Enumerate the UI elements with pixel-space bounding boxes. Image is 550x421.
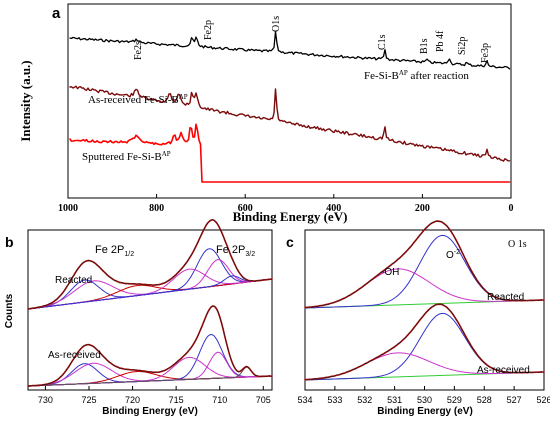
b-x-tick-label-3: 715 [169, 395, 184, 405]
c-reacted-raw-line [304, 220, 545, 309]
annotation-fe-2p-3-2: Fe 2P3/2 [216, 244, 255, 258]
b-x-tick-label-1: 725 [81, 395, 96, 405]
label-b-as-received: As-received [48, 350, 101, 361]
peak-label-b1s: B1s [419, 38, 430, 54]
panel-c: c 534 533 532 531 530 529 528 527 526 Binding En… [286, 220, 550, 417]
peak-label-si2p: Si2p [457, 37, 468, 55]
peak-label-c1s: C1s [377, 34, 388, 50]
panel-a-letter: a [52, 5, 61, 22]
panel-a: a 1000 800 600 400 200 0 Intensity (a.u.) Bin… [18, 3, 514, 224]
peak-label-pb4f: Pb 4f [435, 30, 446, 52]
panel-c-letter: c [286, 234, 294, 250]
panel-c-x-ticks: 534 533 532 531 530 529 528 527 526 [297, 386, 550, 405]
panel-b-x-label: Binding Energy (eV) [102, 406, 198, 417]
c-x-tick-label-0: 534 [297, 395, 312, 405]
b-asreceived-component-6-line [27, 366, 273, 387]
panel-b-y-label: Counts [4, 293, 15, 328]
peak-label-fe2s: Fe2s [133, 41, 144, 60]
a-x-tick-label-4: 200 [415, 203, 430, 214]
c-x-tick-label-1: 533 [327, 395, 342, 405]
b-x-tick-label-0: 730 [38, 395, 53, 405]
label-sputtered: Sputtered Fe-Si-BAP [82, 150, 171, 163]
b-x-tick-label-4: 710 [212, 395, 227, 405]
panel-a-y-label: Intensity (a.u.) [18, 60, 33, 141]
b-reacted-component-6-line [27, 275, 273, 310]
b-asreceived-component-0-line [27, 363, 273, 387]
a-x-tick-label-2: 600 [238, 203, 253, 214]
series-as-received-line [69, 85, 511, 162]
panel-b-x-ticks: 730 725 720 715 710 705 [38, 386, 271, 405]
panel-c-curves [304, 220, 545, 381]
b-asreceived-component-1-line [27, 362, 273, 387]
panel-a-frame [67, 3, 512, 199]
a-x-tick-label-3: 400 [326, 203, 341, 214]
a-x-tick-label-5: 0 [509, 203, 514, 214]
panel-b-curves [27, 218, 273, 387]
peak-label-o1s: O1s [271, 16, 282, 32]
c-x-tick-label-3: 531 [387, 395, 402, 405]
annotation-fe-2p-1-2: Fe 2P1/2 [95, 244, 134, 258]
c-x-tick-label-4: 530 [417, 395, 432, 405]
series-sputtered-line [69, 123, 511, 183]
a-x-tick-label-1: 800 [149, 203, 164, 214]
label-after-reaction: Fe-Si-BAP after reaction [364, 69, 469, 82]
series-after-reaction-line [69, 31, 511, 70]
label-b-reacted: Reacted [55, 275, 92, 286]
b-x-tick-label-5: 705 [256, 395, 271, 405]
panel-a-x-ticks: 1000 800 600 400 200 0 [58, 194, 514, 214]
label-c-reacted: Reacted [487, 292, 524, 303]
panel-c-x-label: Binding Energy (eV) [377, 406, 473, 417]
c-x-tick-label-7: 527 [507, 395, 522, 405]
panel-b-letter: b [5, 234, 14, 250]
panel-b-frame [27, 229, 273, 391]
panel-b: b 730 725 720 715 710 705 Counts Binding Ener… [4, 218, 273, 417]
c-x-tick-label-6: 528 [477, 395, 492, 405]
label-c-as-received: As-received [477, 365, 530, 376]
label-as-received: As-received Fe-Si-BAP [88, 93, 188, 106]
annotation-o2: O-2 [446, 249, 460, 261]
c-x-tick-label-2: 532 [357, 395, 372, 405]
annotation-oh: -OH [381, 267, 399, 278]
b-reacted-raw-line [27, 218, 273, 310]
peak-label-fe2p: Fe2p [203, 20, 214, 40]
c-x-tick-label-5: 529 [447, 395, 462, 405]
panel-a-x-label: Binding Energy (eV) [233, 209, 348, 224]
panel-c-title: O 1s [508, 239, 527, 250]
c-asreceived-raw-line [304, 303, 545, 381]
b-x-tick-label-2: 720 [125, 395, 140, 405]
b-asreceived-raw-line [27, 305, 273, 387]
c-x-tick-label-8: 526 [536, 395, 550, 405]
a-x-tick-label-0: 1000 [58, 203, 78, 214]
peak-label-fe3p: Fe3p [480, 43, 491, 63]
